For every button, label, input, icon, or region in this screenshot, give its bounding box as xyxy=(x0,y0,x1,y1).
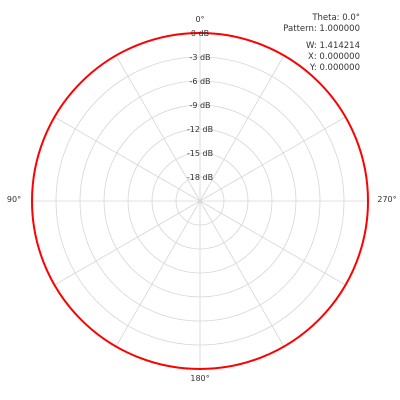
w-readout: W: 1.414214 xyxy=(305,41,360,51)
pattern-trace-layer xyxy=(31,32,369,370)
angle-label-90: 90° xyxy=(7,195,21,204)
angle-label-0: 0° xyxy=(195,15,204,24)
angle-grid-line-300 xyxy=(54,116,201,202)
radial-grid-ring-1 xyxy=(55,56,345,346)
pattern-trace xyxy=(31,32,369,370)
angle-grid-line-210 xyxy=(115,200,201,347)
radial-tick-label: 0 dB xyxy=(191,29,209,38)
angular-grid xyxy=(32,33,368,369)
y-readout: Y: 0.000000 xyxy=(309,63,360,73)
angle-grid-line-60 xyxy=(199,116,346,202)
radial-grid-ring-4 xyxy=(127,128,273,274)
radial-tick-label: -18 dB xyxy=(187,173,213,182)
pattern-readout: Pattern: 1.000000 xyxy=(283,24,360,34)
angle-label-180: 180° xyxy=(190,374,209,383)
radial-tick-label: -12 dB xyxy=(187,125,213,134)
angle-label-270: 270° xyxy=(377,195,396,204)
readout-coefficients: W: 1.414214 X: 0.000000 Y: 0.000000 xyxy=(306,41,360,74)
x-readout: X: 0.000000 xyxy=(308,52,360,62)
radial-tick-label: -9 dB xyxy=(189,101,210,110)
angle-grid-line-150 xyxy=(199,200,285,347)
radial-tick-label: -3 dB xyxy=(189,53,210,62)
radial-grid-ring-6 xyxy=(175,176,225,226)
theta-readout: Theta: 0.0° xyxy=(312,13,360,23)
angle-grid-line-30 xyxy=(199,55,285,202)
radial-tick-labels: 0 dB -3 dB -6 dB -9 dB -12 dB -15 dB -18 dB xyxy=(187,29,213,182)
angle-grid-line-120 xyxy=(199,200,346,286)
readout-theta-pattern: Theta: 0.0° Pattern: 1.000000 xyxy=(283,13,360,35)
radial-tick-label: -6 dB xyxy=(189,77,210,86)
radial-grid-ring-2 xyxy=(79,80,321,322)
radial-grid-ring-3 xyxy=(103,104,297,298)
radial-tick-label: -15 dB xyxy=(187,149,213,158)
angle-grid-line-330 xyxy=(115,55,201,202)
radial-grid-ring-5 xyxy=(151,152,249,250)
angle-grid-line-240 xyxy=(54,200,201,286)
